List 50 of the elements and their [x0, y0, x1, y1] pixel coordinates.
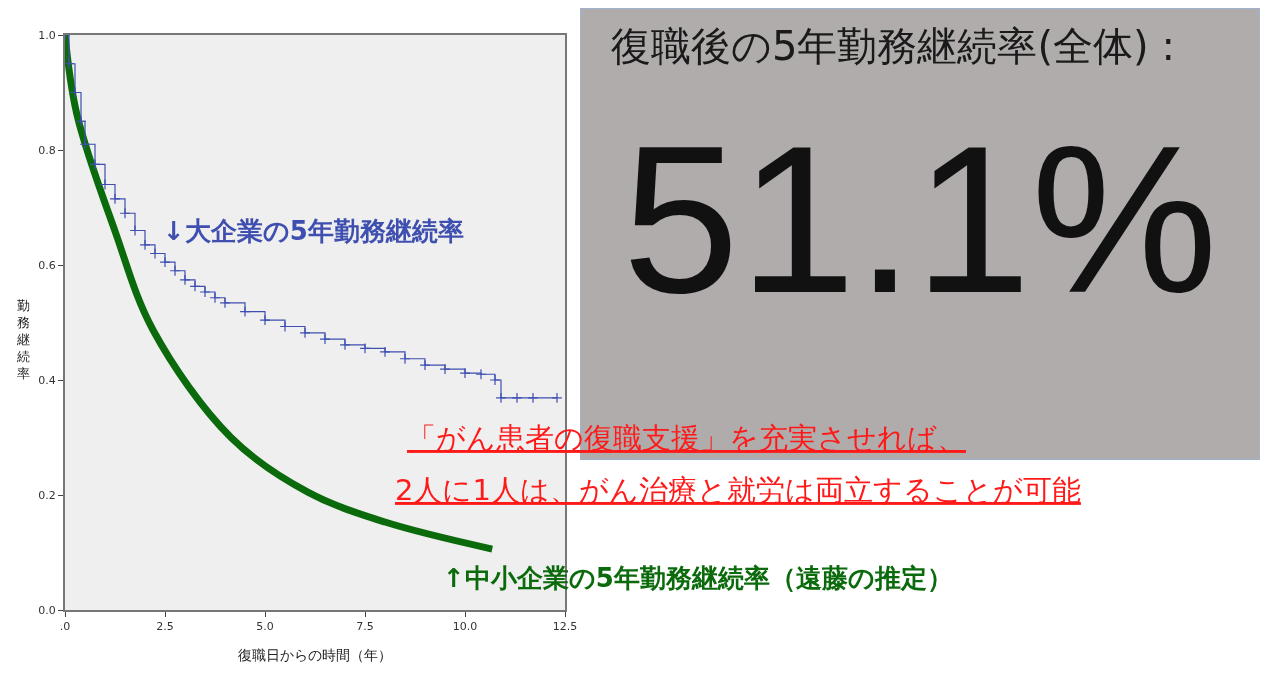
y-tick-label: 0.8 [38, 143, 56, 157]
point [419, 359, 431, 371]
point [319, 333, 331, 345]
x-axis-title: 復職日からの時間（年） [238, 647, 392, 663]
y-tick-label: 0.2 [38, 488, 56, 502]
y-tick-label: 0.4 [38, 373, 56, 387]
point [159, 256, 171, 268]
series-label: ↓大企業の5年勤務継続率 [163, 216, 464, 246]
y-tick-label: 1.0 [38, 28, 56, 42]
point [65, 58, 75, 70]
x-tick-label: 10.0 [452, 620, 478, 634]
x-tick-label: 5.0 [256, 620, 274, 634]
point [551, 392, 563, 404]
point [209, 292, 221, 304]
point [219, 297, 231, 309]
point [139, 239, 151, 251]
point [459, 367, 471, 379]
x-tick-label: 2.5 [156, 620, 174, 634]
point [179, 274, 191, 286]
point [495, 392, 507, 404]
point [527, 392, 539, 404]
text: 51.1% [621, 102, 1219, 337]
annotation: 2人に1人は、がん治療と就労は両立することが可能 [395, 473, 1081, 507]
y-tick-label: 0.0 [38, 603, 56, 617]
x-tick-label: 12.5 [552, 620, 578, 634]
x-tick-label: .0 [59, 620, 71, 634]
point [359, 342, 371, 354]
point [75, 115, 87, 127]
point [79, 138, 91, 150]
point [189, 280, 201, 292]
point [199, 286, 211, 298]
series-label: ↑中小企業の5年勤務継続率（遠藤の推定） [443, 563, 953, 593]
y-axis-title: 勤務継続率 [16, 298, 30, 381]
point [119, 207, 131, 219]
point [475, 368, 487, 380]
x-tick-label: 7.5 [356, 620, 374, 634]
text: 復職後の5年勤務継続率(全体) : [611, 22, 1175, 71]
point [439, 363, 451, 375]
y-tick-label: 0.6 [38, 258, 56, 272]
point [379, 346, 391, 358]
point [259, 314, 271, 326]
point [109, 193, 121, 205]
point [511, 392, 523, 404]
point [399, 353, 411, 365]
point [339, 339, 351, 351]
point [299, 327, 311, 339]
point [489, 374, 501, 386]
point [169, 265, 181, 277]
point [89, 158, 101, 170]
point [239, 306, 251, 318]
